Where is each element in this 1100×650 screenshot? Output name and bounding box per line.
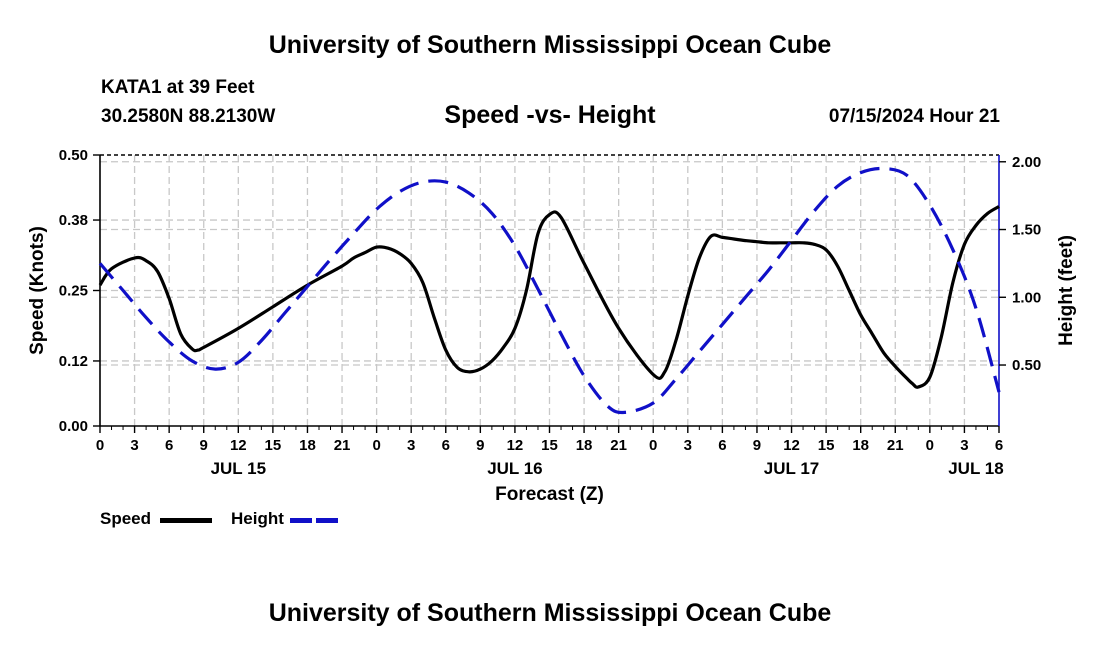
- x-tick-label: 0: [926, 437, 934, 454]
- y2-tick-label: 1.00: [1012, 289, 1041, 306]
- x-day-label: JUL 16: [487, 459, 542, 478]
- x-tick-label: 21: [610, 437, 627, 454]
- forecast-timestamp: 07/15/2024 Hour 21: [828, 106, 1000, 127]
- x-day-label: JUL 15: [211, 459, 266, 478]
- y2-tick-label: 0.50: [1012, 357, 1041, 374]
- x-day-label: JUL 18: [948, 459, 1003, 478]
- x-tick-label: 15: [265, 437, 282, 454]
- y-tick-label: 0.25: [59, 283, 88, 300]
- station-coordinates: 30.2580N 88.2130W: [101, 106, 276, 127]
- y-axis-title: Speed (Knots): [27, 226, 48, 355]
- x-tick-label: 3: [960, 437, 968, 454]
- x-tick-label: 6: [995, 437, 1003, 454]
- x-tick-label: 9: [753, 437, 761, 454]
- legend-height-label: Height: [231, 509, 284, 528]
- page-title: University of Southern Mississippi Ocean…: [268, 31, 832, 59]
- x-day-label: JUL 17: [764, 459, 819, 478]
- height-series-line: [98, 166, 1001, 415]
- y2-tick-label: 1.50: [1012, 222, 1041, 239]
- x-tick-label: 9: [200, 437, 208, 454]
- x-tick-label: 21: [887, 437, 904, 454]
- x-tick-label: 6: [442, 437, 450, 454]
- legend-speed-label: Speed: [100, 509, 152, 528]
- x-axis-title: Forecast (Z): [495, 484, 604, 505]
- x-tick-label: 3: [407, 437, 415, 454]
- x-tick-label: 18: [852, 437, 869, 454]
- x-tick-label: 6: [165, 437, 173, 454]
- y-tick-label: 0.50: [59, 147, 88, 164]
- x-tick-label: 3: [130, 437, 138, 454]
- y-tick-label: 0.12: [59, 353, 88, 370]
- x-tick-label: 15: [818, 437, 835, 454]
- x-tick-label: 0: [96, 437, 104, 454]
- y2-axis-title: Height (feet): [1056, 235, 1077, 346]
- y-tick-label: 0.38: [59, 212, 88, 229]
- footer-title: University of Southern Mississippi Ocean…: [268, 599, 832, 627]
- legend-speed-swatch: [160, 518, 212, 523]
- x-tick-label: 6: [718, 437, 726, 454]
- x-tick-label: 0: [649, 437, 657, 454]
- y2-tick-label: 2.00: [1012, 154, 1041, 171]
- legend-height-swatch: [290, 518, 342, 523]
- station-label: KATA1 at 39 Feet: [101, 77, 255, 98]
- speed-series-line: [98, 205, 1000, 389]
- x-tick-label: 12: [783, 437, 800, 454]
- x-tick-label: 0: [372, 437, 380, 454]
- x-tick-label: 18: [576, 437, 593, 454]
- x-tick-label: 15: [541, 437, 558, 454]
- x-tick-label: 3: [684, 437, 692, 454]
- x-tick-label: 9: [476, 437, 484, 454]
- x-tick-label: 12: [230, 437, 247, 454]
- x-tick-label: 12: [507, 437, 524, 454]
- x-tick-label: 21: [334, 437, 351, 454]
- y-tick-label: 0.00: [59, 418, 88, 435]
- x-tick-label: 18: [299, 437, 316, 454]
- chart-title: Speed -vs- Height: [444, 101, 656, 129]
